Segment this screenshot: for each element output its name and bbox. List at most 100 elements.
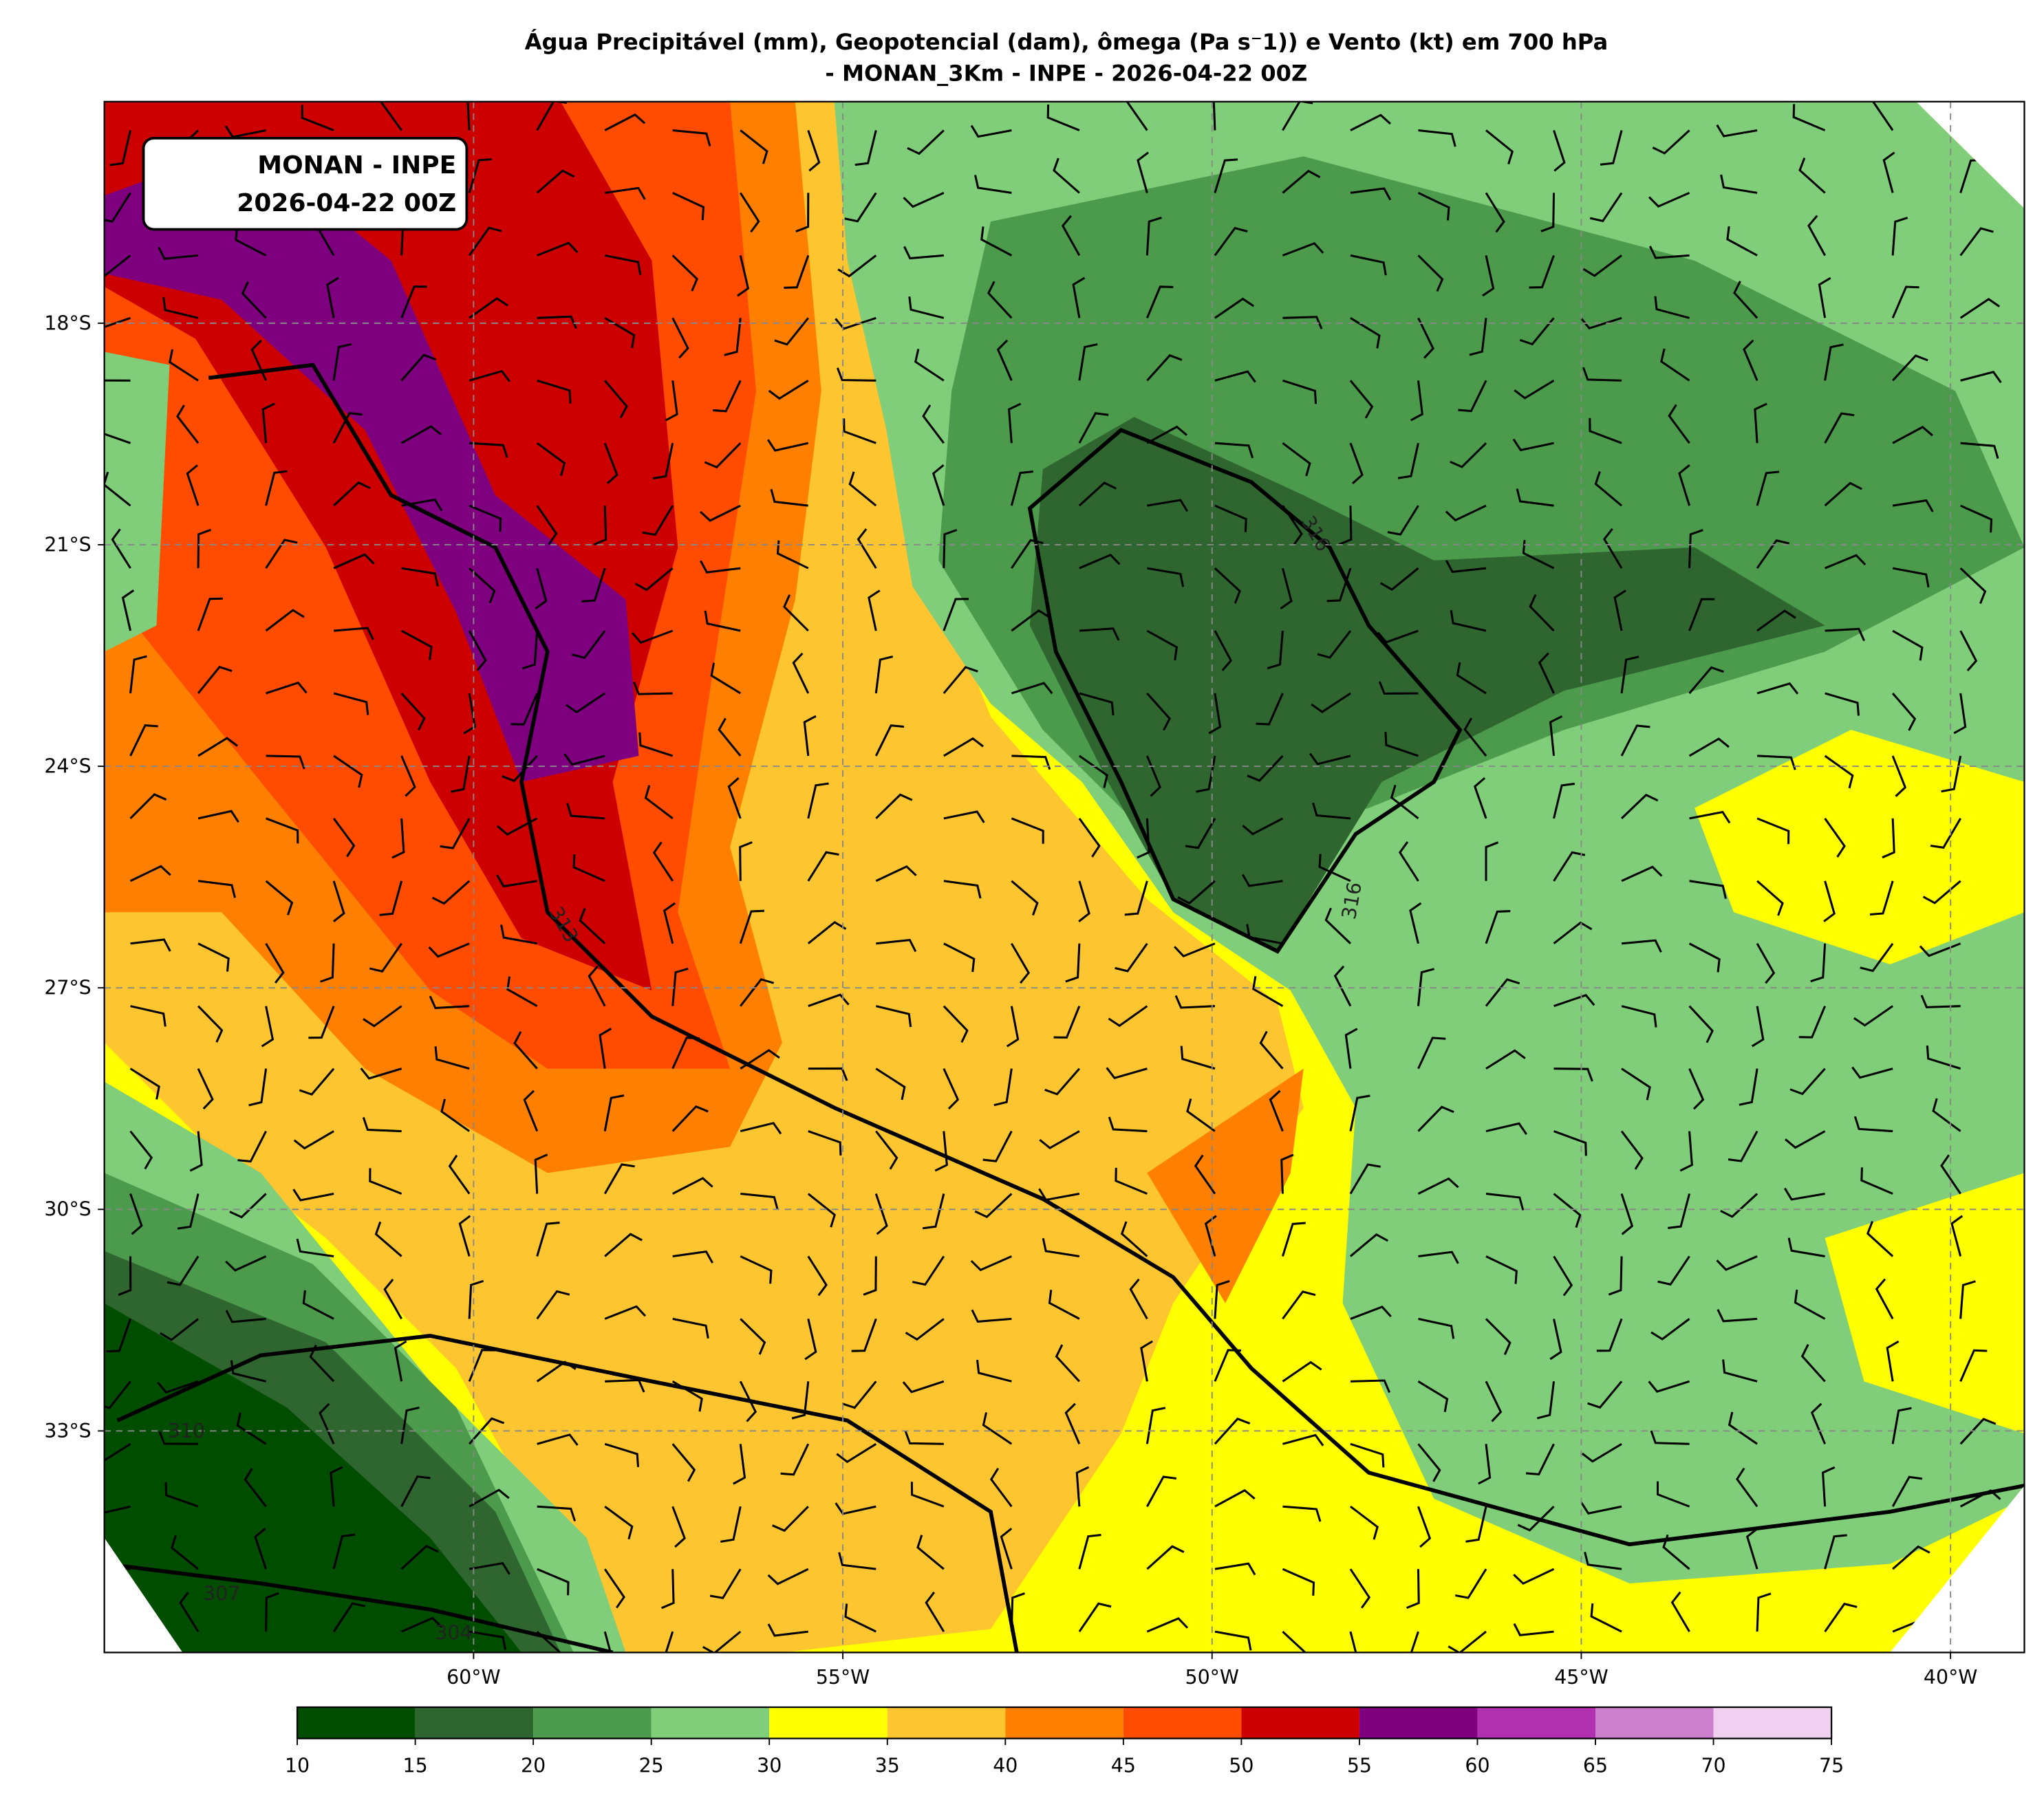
wind-barb	[1282, 1631, 1307, 1653]
wind-barb	[1959, 567, 1987, 604]
wind-barb	[429, 995, 470, 1010]
wind-barb	[843, 418, 876, 444]
wind-barb	[912, 1255, 945, 1286]
wind-barb	[380, 101, 402, 131]
wind-barb	[230, 1360, 266, 1383]
wind-barb	[521, 630, 539, 670]
wind-barb	[266, 755, 305, 770]
wind-barb	[1126, 101, 1148, 131]
wind-barb	[1886, 1340, 1900, 1382]
wind-barb	[1688, 529, 1703, 569]
wind-barb	[1053, 158, 1080, 194]
wind-barb	[902, 1380, 945, 1394]
wind-barb	[332, 880, 345, 922]
wind-barb	[1417, 1380, 1449, 1412]
wind-barb	[1214, 226, 1248, 257]
wind-barb	[1517, 1506, 1555, 1532]
wind-barb	[265, 942, 285, 984]
wind-barb	[932, 464, 945, 506]
wind-barb	[1756, 942, 1776, 984]
wind-barb	[1620, 656, 1639, 694]
wind-barb	[1553, 921, 1593, 944]
x-tick-label: 60°W	[447, 1666, 500, 1689]
wind-barb	[1256, 693, 1284, 726]
wind-barb	[774, 317, 809, 346]
wind-barb	[394, 1340, 407, 1382]
wind-barb	[1825, 554, 1867, 570]
wind-barb	[922, 404, 945, 444]
wind-barb	[868, 589, 881, 631]
wind-barb	[904, 1431, 944, 1445]
wind-barb	[671, 317, 689, 359]
wind-barb	[1668, 1193, 1691, 1229]
wind-barb	[158, 1431, 199, 1445]
field-region	[104, 1303, 521, 1653]
wind-barb	[1866, 1221, 1894, 1257]
wind-barb	[836, 367, 876, 382]
wind-barb	[1078, 1602, 1112, 1632]
wind-barb	[1185, 818, 1216, 849]
wind-barb	[332, 411, 363, 444]
wind-barb	[1350, 1379, 1391, 1394]
wind-barb	[1589, 192, 1623, 223]
wind-barb	[987, 281, 1013, 319]
wind-barb	[905, 1318, 945, 1341]
wind-barb	[808, 1130, 842, 1156]
wind-barb	[1960, 442, 1999, 459]
wind-barb	[225, 1255, 267, 1272]
wind-barb	[672, 1250, 714, 1264]
wind-barb	[1454, 1568, 1487, 1599]
wind-barb	[537, 315, 577, 329]
wind-barb	[671, 1380, 703, 1412]
colorbar-segment	[297, 1707, 416, 1739]
wind-barb	[1822, 1466, 1836, 1507]
wind-barb	[740, 1255, 773, 1284]
wind-barb	[581, 567, 606, 603]
wind-barb	[469, 504, 502, 532]
wind-barb	[261, 1006, 275, 1048]
wind-barb	[1660, 348, 1690, 382]
colorbar-segment	[1005, 1707, 1123, 1739]
wind-barb	[448, 1154, 471, 1195]
wind-barb	[1011, 817, 1044, 844]
wind-barb	[863, 1256, 877, 1296]
wind-barb	[671, 1506, 686, 1548]
wind-barb	[925, 1591, 945, 1632]
wind-barb	[1282, 1568, 1315, 1596]
wind-barb	[129, 724, 158, 757]
wind-barb	[197, 1068, 214, 1110]
wind-barb	[1891, 755, 1907, 797]
wind-barb	[104, 1443, 131, 1462]
wind-barb	[130, 938, 171, 952]
wind-barb	[428, 942, 470, 958]
wind-barb	[537, 1433, 579, 1446]
wind-barb	[841, 1380, 877, 1409]
wind-barb	[1514, 379, 1555, 400]
wind-barb	[976, 1359, 1012, 1383]
wind-barb	[1418, 1317, 1455, 1339]
wind-barb	[250, 339, 267, 381]
wind-barb	[1137, 818, 1150, 859]
wind-barb	[807, 851, 839, 882]
wind-barb	[996, 339, 1013, 381]
wind-barb	[1146, 354, 1183, 382]
wind-barb	[1608, 1256, 1623, 1296]
wind-barb	[369, 1168, 402, 1195]
wind-barb	[1739, 1068, 1758, 1106]
wind-barb	[468, 226, 502, 257]
wind-barb	[1417, 1506, 1432, 1548]
wind-barb	[536, 1630, 562, 1653]
wind-barb	[1180, 1046, 1216, 1070]
wind-barb	[1794, 1289, 1826, 1320]
wind-barb	[1046, 104, 1080, 131]
wind-barb	[469, 1488, 510, 1508]
wind-barb	[1485, 841, 1499, 881]
wind-barb	[333, 553, 375, 570]
wind-barb	[104, 1505, 131, 1514]
wind-barb	[523, 1090, 539, 1132]
wind-barb	[1146, 692, 1171, 731]
wind-barb	[1950, 1215, 1964, 1257]
y-tick-label: 27°S	[44, 977, 91, 999]
wind-barb	[1891, 692, 1917, 731]
wind-barb	[1882, 151, 1895, 193]
